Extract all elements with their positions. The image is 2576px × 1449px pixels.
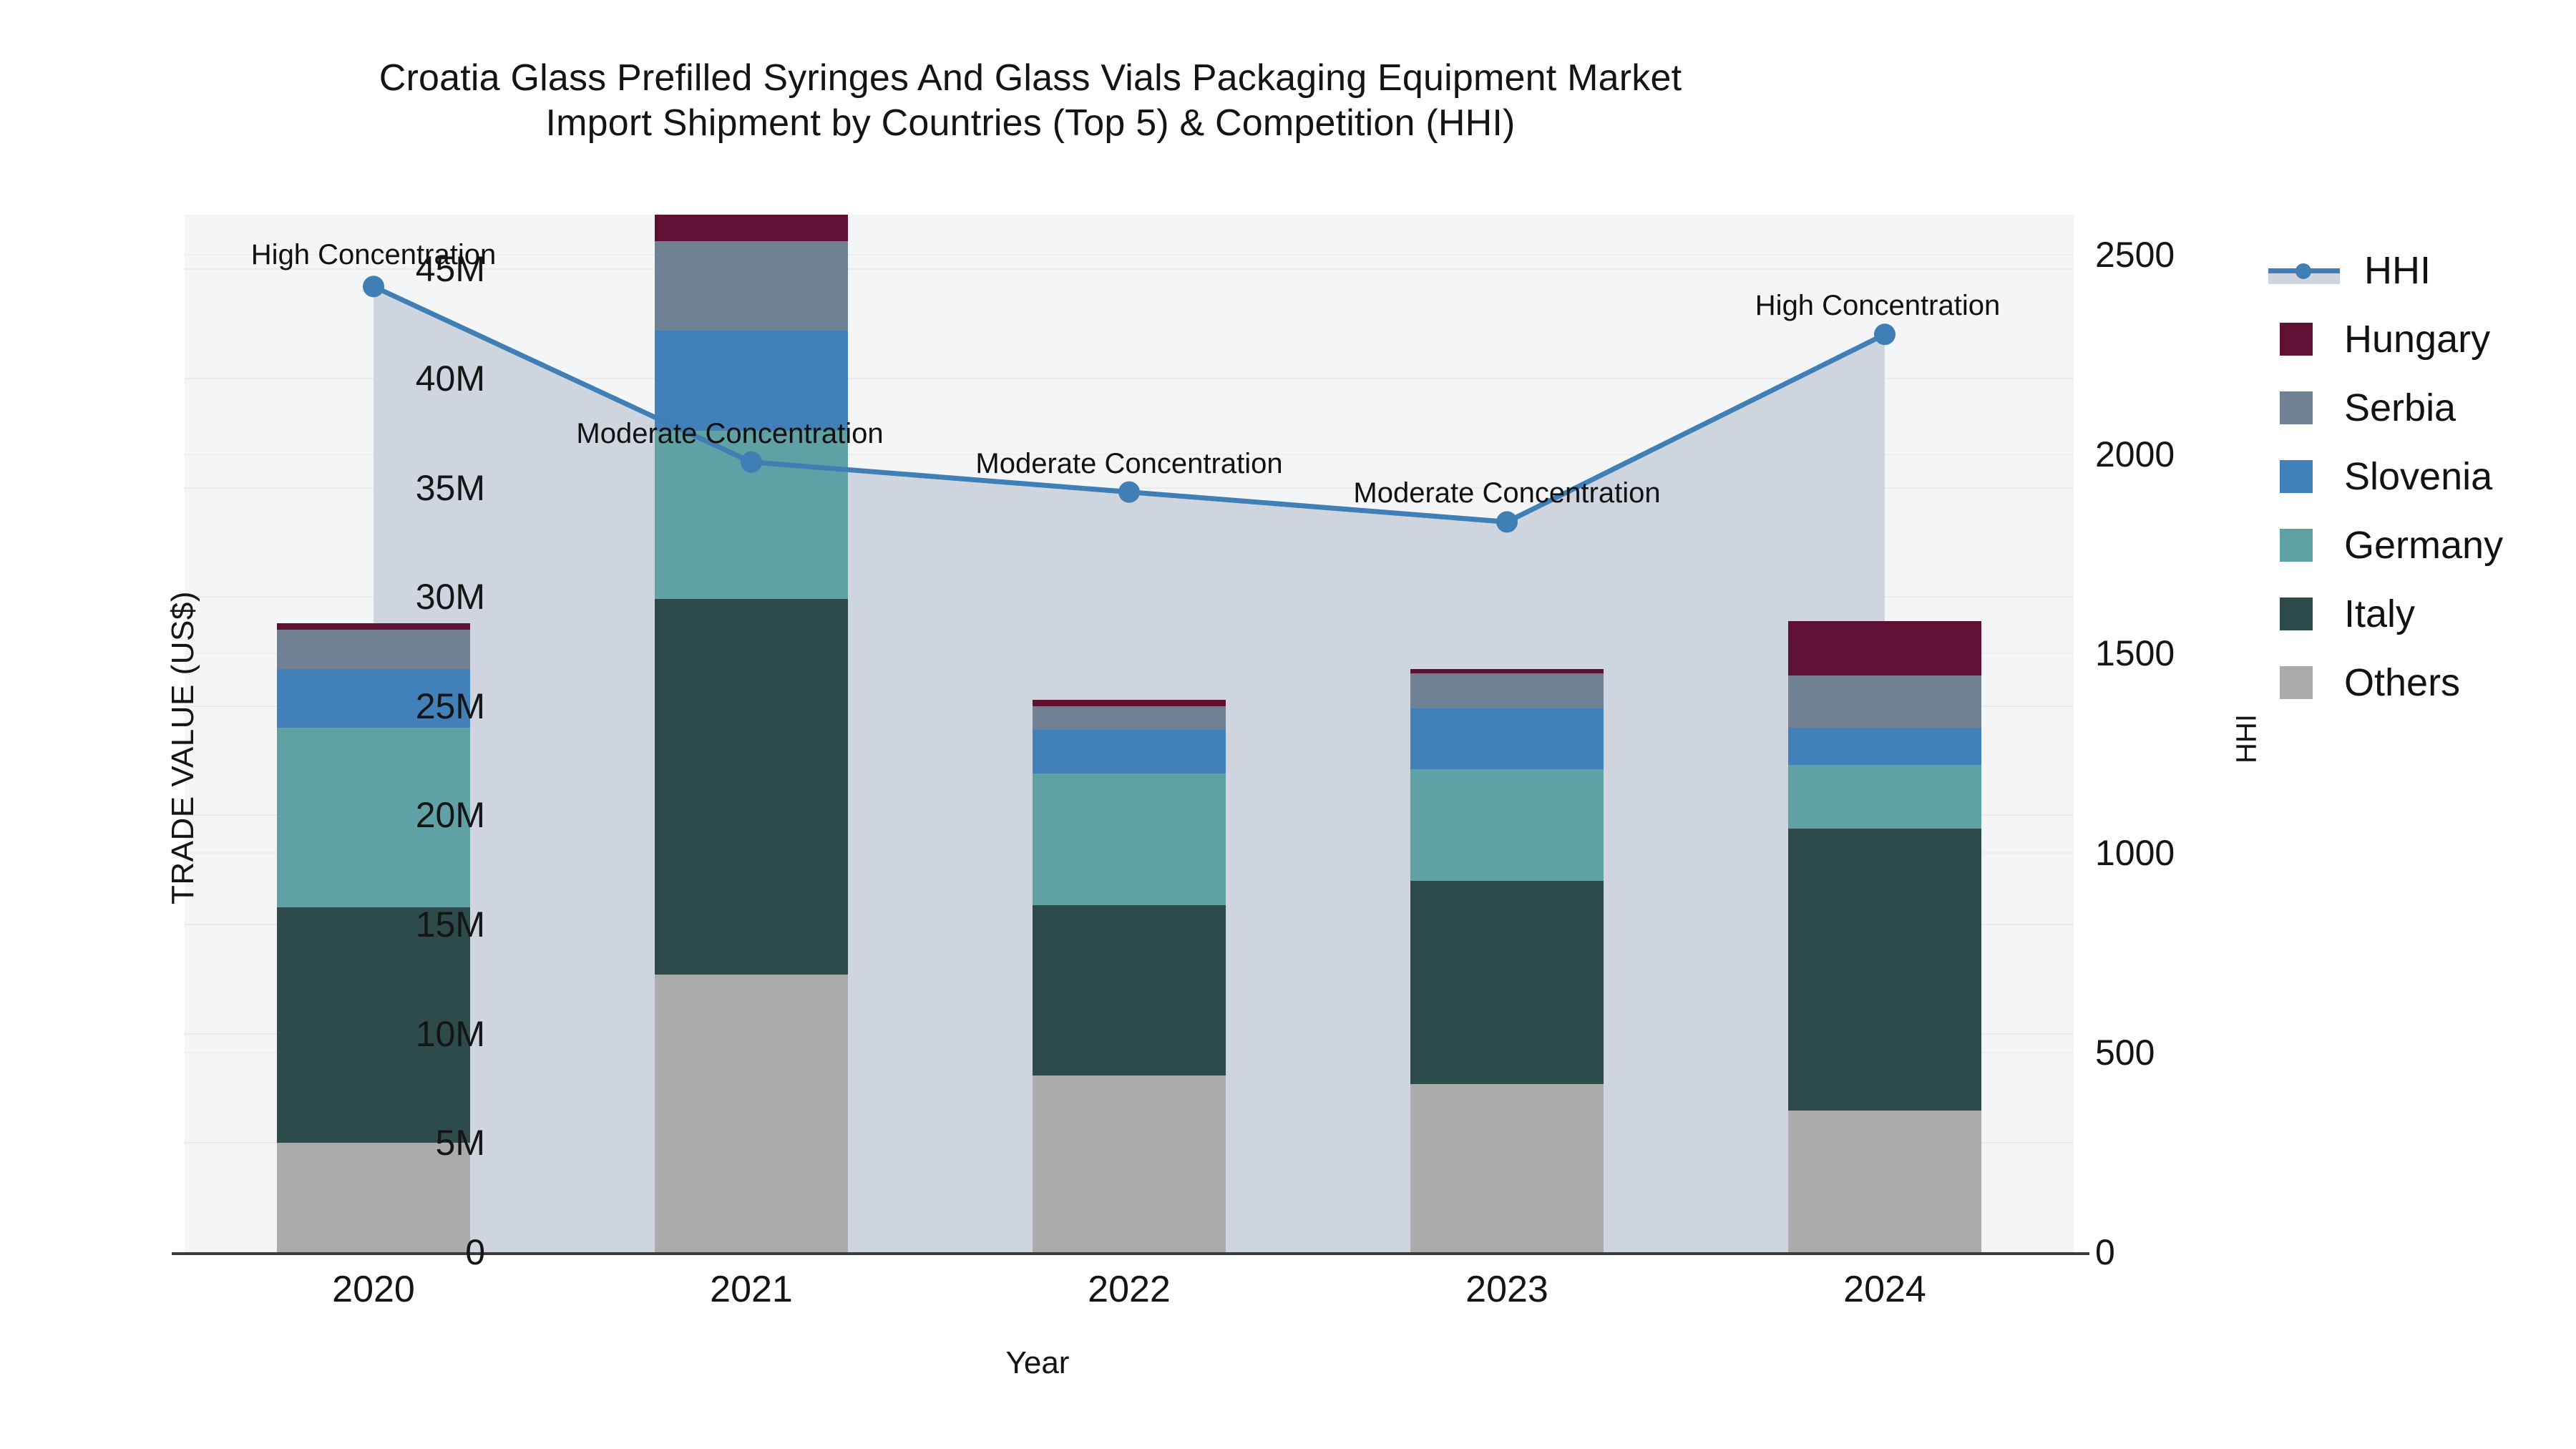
bar-segment-germany-2021[interactable]	[655, 431, 848, 600]
bar-segment-slovenia-2023[interactable]	[1410, 708, 1604, 770]
bar-segment-slovenia-2022[interactable]	[1033, 730, 1226, 774]
legend-label: Italy	[2344, 592, 2416, 635]
plot-inner	[185, 215, 2074, 1252]
legend-label: Serbia	[2344, 386, 2457, 429]
bar-segment-serbia-2024[interactable]	[1788, 675, 1981, 728]
chart-title: Croatia Glass Prefilled Syringes And Gla…	[0, 56, 2061, 147]
y2-tick-label: 2500	[2095, 234, 2175, 275]
annotation-2021: Moderate Concentration	[576, 417, 884, 449]
bar-segment-serbia-2021[interactable]	[655, 240, 848, 331]
legend-swatch-icon	[2280, 529, 2313, 562]
y2-tick-label: 2000	[2095, 434, 2175, 474]
bar-segment-italy-2023[interactable]	[1410, 881, 1604, 1084]
x-tick-label-2023: 2023	[1465, 1269, 1548, 1310]
bar-segment-hungary-2022[interactable]	[1033, 699, 1226, 706]
y2-axis-label: HHI	[2230, 714, 2263, 763]
bar-segment-germany-2022[interactable]	[1033, 774, 1226, 905]
y2-tick-label: 500	[2095, 1033, 2155, 1073]
y-tick-label: 35M	[415, 467, 485, 508]
bar-segment-hungary-2020[interactable]	[277, 623, 470, 630]
legend-label: HHI	[2364, 249, 2431, 292]
legend-swatch-icon	[2280, 666, 2313, 699]
x-tick-label-2021: 2021	[710, 1269, 793, 1310]
legend-swatch-icon	[2280, 597, 2313, 630]
bar-segment-hungary-2023[interactable]	[1410, 668, 1604, 674]
y2-tick-label: 0	[2095, 1232, 2115, 1272]
bar-segment-italy-2022[interactable]	[1033, 904, 1226, 1075]
y-axis-label: TRADE VALUE (US$)	[165, 591, 200, 904]
legend-item-germany[interactable]: Germany	[2268, 511, 2569, 580]
x-tick-label-2020: 2020	[332, 1269, 415, 1310]
legend-item-serbia[interactable]: Serbia	[2268, 374, 2569, 442]
legend-swatch-icon	[2280, 391, 2313, 424]
bar-segment-germany-2024[interactable]	[1788, 765, 1981, 829]
annotation-2023: Moderate Concentration	[1353, 477, 1661, 509]
legend-item-others[interactable]: Others	[2268, 648, 2569, 717]
bar-segment-hungary-2021[interactable]	[655, 215, 848, 241]
plot-area	[185, 215, 2074, 1252]
bar-segment-others-2024[interactable]	[1788, 1110, 1981, 1252]
y-tick-label: 30M	[415, 577, 485, 618]
legend-swatch-icon	[2280, 323, 2313, 356]
y-tick-label: 0	[465, 1232, 485, 1272]
legend-label: Hungary	[2344, 318, 2491, 361]
y-tick-label: 10M	[415, 1013, 485, 1054]
bar-segment-italy-2020[interactable]	[277, 907, 470, 1143]
bar-segment-slovenia-2021[interactable]	[655, 330, 848, 431]
legend-item-hhi[interactable]: HHI	[2268, 236, 2569, 305]
bar-segment-slovenia-2024[interactable]	[1788, 728, 1981, 766]
gridline-secondary	[185, 253, 2074, 255]
bar-segment-italy-2021[interactable]	[655, 599, 848, 975]
annotation-2022: Moderate Concentration	[975, 447, 1283, 479]
bar-segment-slovenia-2020[interactable]	[277, 668, 470, 728]
bar-segment-serbia-2022[interactable]	[1033, 706, 1226, 731]
chart-legend: HHI Hungary Serbia Slovenia Germany Italy Othe…	[2268, 236, 2569, 717]
y-tick-label: 40M	[415, 358, 485, 399]
bar-segment-italy-2024[interactable]	[1788, 828, 1981, 1111]
bar-segment-others-2022[interactable]	[1033, 1075, 1226, 1252]
gridline	[185, 268, 2074, 270]
y-tick-label: 5M	[435, 1123, 485, 1163]
bar-segment-germany-2023[interactable]	[1410, 769, 1604, 882]
bar-segment-others-2021[interactable]	[655, 975, 848, 1252]
legend-label: Others	[2344, 661, 2461, 704]
bar-segment-germany-2020[interactable]	[277, 728, 470, 907]
bar-segment-others-2023[interactable]	[1410, 1083, 1604, 1252]
bar-segment-serbia-2020[interactable]	[277, 630, 470, 669]
x-tick-label-2024: 2024	[1843, 1269, 1926, 1310]
legend-label: Germany	[2344, 524, 2504, 567]
legend-item-italy[interactable]: Italy	[2268, 580, 2569, 648]
y2-tick-label: 1500	[2095, 633, 2175, 674]
x-axis-line	[172, 1252, 2089, 1255]
bar-segment-hungary-2024[interactable]	[1788, 620, 1981, 676]
x-tick-label-2022: 2022	[1088, 1269, 1171, 1310]
y-tick-label: 15M	[415, 904, 485, 945]
annotation-2020: High Concentration	[250, 239, 497, 271]
legend-item-hungary[interactable]: Hungary	[2268, 305, 2569, 374]
legend-label: Slovenia	[2344, 455, 2493, 498]
y-tick-label: 20M	[415, 795, 485, 836]
bar-segment-others-2020[interactable]	[277, 1143, 470, 1252]
chart-title-line2: Import Shipment by Countries (Top 5) & C…	[545, 102, 1516, 145]
y2-tick-label: 1000	[2095, 833, 2175, 874]
y-tick-label: 45M	[415, 249, 485, 290]
chart-title-line1: Croatia Glass Prefilled Syringes And Gla…	[379, 57, 1682, 99]
legend-item-slovenia[interactable]: Slovenia	[2268, 442, 2569, 511]
line-marker-icon	[2268, 254, 2340, 287]
annotation-2024: High Concentration	[1755, 290, 2001, 322]
x-axis-label: Year	[1005, 1345, 1070, 1380]
legend-swatch-icon	[2280, 460, 2313, 493]
bar-segment-serbia-2023[interactable]	[1410, 673, 1604, 708]
y-tick-label: 25M	[415, 686, 485, 726]
